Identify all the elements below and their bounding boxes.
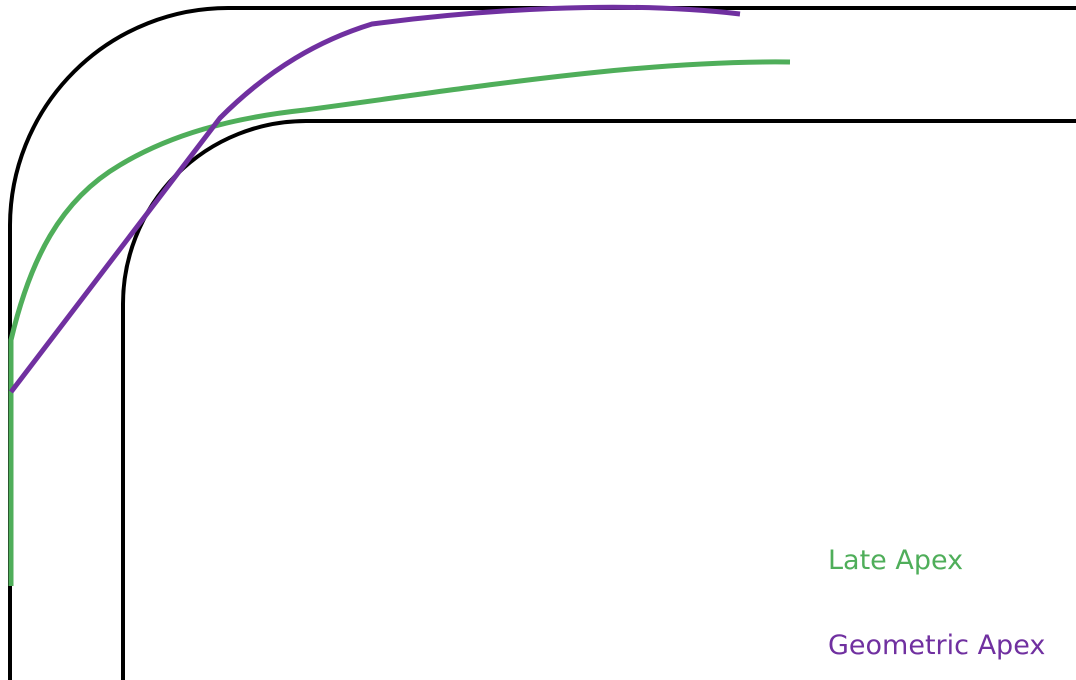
track-inner-edge (120, 119, 1076, 680)
geometric-apex-line (9, 4, 741, 394)
late-apex-line (8, 59, 791, 586)
track-outer-edge (8, 6, 1076, 680)
legend-label: Geometric Apex (828, 630, 1045, 661)
legend-label: Late Apex (828, 545, 963, 576)
